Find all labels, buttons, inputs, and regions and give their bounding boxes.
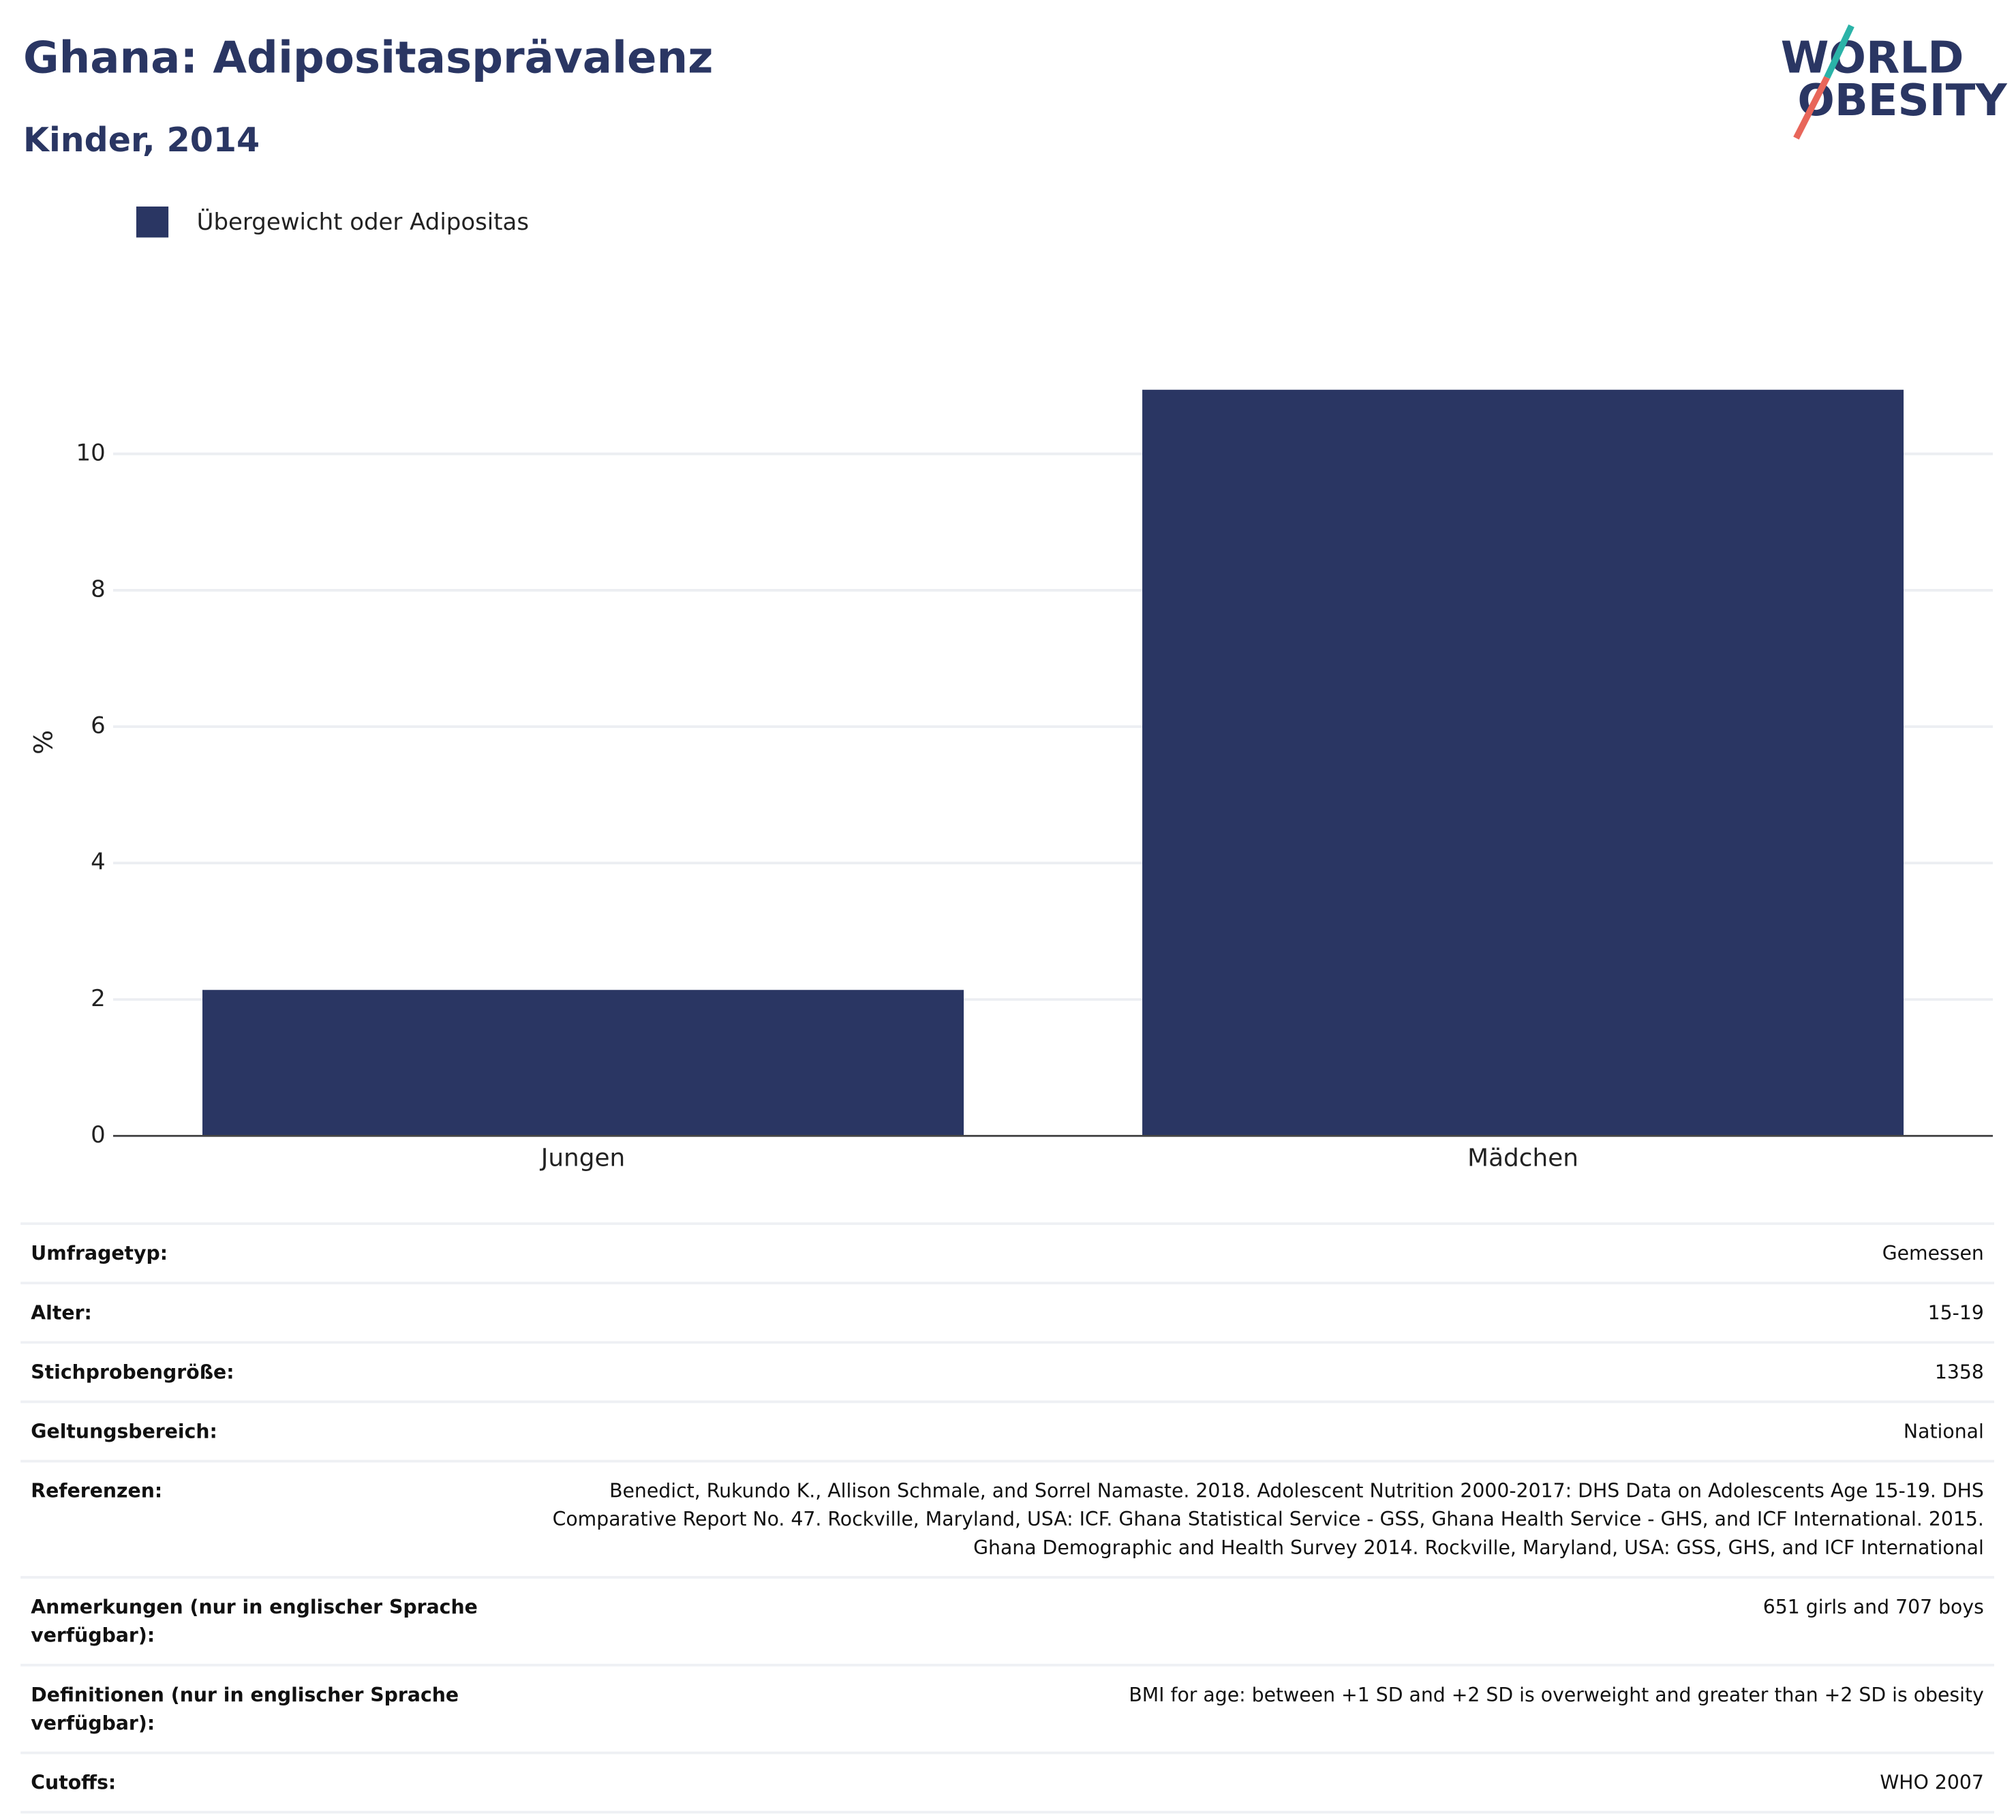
- logo-slash: [1824, 24, 1854, 79]
- row-value: 1358: [504, 1341, 1994, 1404]
- row-label: Definitionen (nur in englischer Sprache …: [20, 1663, 504, 1755]
- row-value: Gemessen: [504, 1222, 1994, 1285]
- logo-text: WORLD: [1781, 32, 1964, 83]
- bar: [1142, 389, 1904, 1136]
- row-label: Cutoffs:: [20, 1751, 504, 1814]
- logo-text: OBESITY: [1797, 75, 2008, 126]
- table-row: Anmerkungen (nur in englischer Sprache v…: [20, 1576, 1994, 1667]
- x-tick-label: Mädchen: [1467, 1144, 1578, 1172]
- legend-swatch: [136, 206, 169, 238]
- x-tick-label: Jungen: [540, 1144, 626, 1172]
- row-label: Anmerkungen (nur in englischer Sprache v…: [20, 1576, 504, 1667]
- table-row: Geltungsbereich: National: [20, 1400, 1994, 1463]
- bar: [202, 990, 964, 1136]
- row-value: 15-19: [504, 1281, 1994, 1344]
- row-value: BMI for age: between +1 SD and +2 SD is …: [504, 1663, 1994, 1755]
- row-value: National: [504, 1400, 1994, 1463]
- chart-subtitle: Kinder, 2014: [23, 120, 260, 160]
- chart-title: Ghana: Adipositasprävalenz: [23, 32, 714, 83]
- chart: Ghana: Adipositasprävalenz Kinder, 2014 …: [23, 24, 2008, 1172]
- table-row: Stichprobengröße: 1358: [20, 1341, 1994, 1404]
- row-value: Benedict, Rukundo K., Allison Schmale, a…: [504, 1459, 1994, 1579]
- y-tick-label: 6: [91, 712, 106, 739]
- y-tick-label: 10: [76, 439, 105, 466]
- row-label: Geltungsbereich:: [20, 1400, 504, 1463]
- table-row: Umfragetyp: Gemessen: [20, 1222, 1994, 1285]
- row-label: Alter:: [20, 1281, 504, 1344]
- y-axis-label: %: [29, 730, 59, 755]
- info-table: Umfragetyp: Gemessen Alter: 15-19 Stichprobe…: [20, 1222, 1994, 1814]
- row-value: 651 girls and 707 boys: [504, 1576, 1994, 1667]
- table-row: Cutoffs: WHO 2007: [20, 1751, 1994, 1814]
- table-row: Definitionen (nur in englischer Sprache …: [20, 1663, 1994, 1755]
- row-label: Stichprobengröße:: [20, 1341, 504, 1404]
- y-tick-label: 4: [91, 849, 106, 876]
- y-tick-label: 0: [91, 1121, 106, 1149]
- row-label: Umfragetyp:: [20, 1222, 504, 1285]
- y-tick-label: 2: [91, 985, 106, 1012]
- legend-label: Übergewicht oder Adipositas: [197, 208, 529, 236]
- y-tick-label: 8: [91, 575, 106, 603]
- row-value: WHO 2007: [504, 1751, 1994, 1814]
- row-label: Referenzen:: [20, 1459, 504, 1579]
- logo-slash: [1793, 76, 1830, 140]
- table-row: Alter: 15-19: [20, 1281, 1994, 1344]
- table-row: Referenzen: Benedict, Rukundo K., Allison…: [20, 1459, 1994, 1579]
